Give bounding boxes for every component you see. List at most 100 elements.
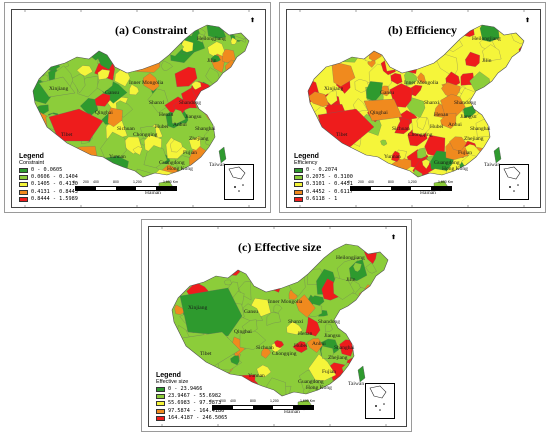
legend-class-label: 0.8444 - 1.5989: [31, 195, 78, 202]
legend-row: 0.4131 - 0.8443: [19, 189, 78, 196]
map-panel-constraint: (a) Constraint Legend Constraint 0 - 0.060…: [4, 2, 271, 213]
south-china-sea-inset: [224, 164, 254, 200]
prefecture-region: [331, 43, 342, 55]
legend-swatch: [156, 408, 165, 414]
prefecture-region: [417, 72, 426, 84]
prefecture-region: [145, 38, 158, 53]
legend: Legend Efficiency 0 - 0.2074 0.2075 - 0.310…: [294, 153, 353, 203]
prefecture-region: [334, 25, 350, 39]
legend-swatch: [156, 387, 165, 393]
prefecture-region: [160, 60, 173, 71]
prefecture-region: [256, 364, 272, 378]
prefecture-region: [97, 69, 111, 80]
prefecture-region: [292, 341, 308, 353]
prefecture-region: [239, 330, 266, 350]
prefecture-region: [306, 338, 323, 353]
legend-class-label: 0 - 23.9466: [168, 386, 203, 393]
legend-row: 0 - 0.0605: [19, 167, 78, 174]
prefecture-region: [197, 33, 205, 43]
prefecture-region: [308, 353, 337, 381]
legend-swatch: [294, 189, 303, 195]
prefecture-region: [385, 37, 407, 59]
prefecture-region: [329, 26, 348, 47]
prefecture-region: [265, 263, 289, 288]
prefecture-region: [174, 66, 198, 87]
prefecture-region: [129, 84, 140, 96]
prefecture-region: [416, 116, 427, 130]
prefecture-region: [266, 312, 281, 326]
prefecture-region: [191, 81, 202, 90]
scale-label: 200: [358, 180, 364, 184]
panel-title: (c) Effective size: [238, 240, 322, 254]
map-frame: [11, 9, 266, 208]
prefecture-region: [222, 118, 229, 128]
prefecture-region: [320, 345, 334, 359]
prefecture-region: [286, 321, 303, 335]
north-arrow-icon: ⬆: [250, 18, 256, 24]
prefecture-region: [222, 49, 236, 63]
legend-swatch: [156, 394, 165, 400]
north-arrow-icon: ⬆: [391, 235, 397, 241]
prefecture-region: [188, 135, 201, 151]
prefecture-region: [380, 139, 388, 146]
prefecture-region: [172, 246, 193, 271]
prefecture-region: [135, 52, 151, 65]
prefecture-region: [318, 33, 329, 44]
legend-class-label: 0.2075 - 0.3100: [306, 174, 353, 181]
legend-swatch: [19, 182, 28, 188]
prefecture-region: [180, 245, 204, 263]
prefecture-region: [421, 159, 430, 169]
prefecture-region: [331, 62, 356, 87]
prefecture-region: [414, 46, 427, 60]
prefecture-region: [264, 274, 282, 293]
legend-heading: Legend: [294, 153, 319, 160]
legend-class-label: 0 - 0.0605: [31, 167, 63, 174]
legend-row: 0.4452 - 0.6117: [294, 189, 353, 196]
prefecture-region: [449, 136, 467, 152]
prefecture-region: [353, 262, 362, 272]
legend-swatch: [19, 168, 28, 174]
south-china-sea-inset: [365, 383, 395, 419]
prefecture-region: [365, 163, 394, 177]
prefecture-region: [365, 262, 377, 274]
legend-swatch: [294, 168, 303, 174]
legend-class-label: 164.4187 - 246.5065: [168, 414, 228, 421]
legend-class-label: 0.0606 - 0.1404: [31, 174, 78, 181]
prefecture-region: [238, 145, 249, 154]
prefecture-region: [478, 166, 491, 177]
prefecture-region: [241, 84, 249, 93]
prefecture-region: [308, 47, 326, 69]
region-xinjiang: [38, 76, 76, 98]
prefecture-region: [305, 316, 321, 337]
prefecture-region: [353, 98, 369, 113]
prefecture-region: [76, 65, 93, 77]
north-arrow-icon: ⬆: [525, 18, 531, 24]
legend-heading: Legend: [156, 372, 181, 379]
scale-label: 800: [388, 180, 394, 184]
prefecture-region: [333, 391, 349, 396]
scale-label: 1,200: [408, 180, 417, 184]
scale-label: 0: [73, 180, 75, 184]
prefecture-region: [410, 168, 423, 177]
legend-row: 0 - 23.9466: [156, 386, 227, 393]
prefecture-region: [354, 166, 363, 177]
prefecture-region: [94, 167, 103, 177]
legend-class-label: 55.6983 - 97.5873: [168, 400, 222, 407]
country-outline: [307, 24, 525, 178]
prefecture-region: [313, 25, 338, 41]
prefecture-region: [257, 263, 268, 274]
legend-class-label: 97.5874 - 164.4186: [168, 407, 225, 414]
inset-map: [228, 166, 246, 192]
legend-swatch: [294, 182, 303, 188]
map-panel-efficiency: (b) Efficiency Legend Efficiency 0 - 0.207…: [279, 2, 546, 213]
scale-label: 200: [220, 399, 226, 403]
prefecture-region: [147, 88, 170, 113]
prefecture-region: [389, 83, 413, 108]
legend-class-label: 0.3101 - 0.4451: [306, 181, 353, 188]
prefecture-region: [461, 167, 479, 177]
prefecture-region: [510, 118, 524, 144]
scale-label: 400: [93, 180, 99, 184]
legend: Legend Constraint 0 - 0.0605 0.0606 - 0.140…: [19, 153, 78, 203]
legend-variable: Effective size: [156, 379, 189, 385]
prefecture-region: [376, 324, 388, 345]
